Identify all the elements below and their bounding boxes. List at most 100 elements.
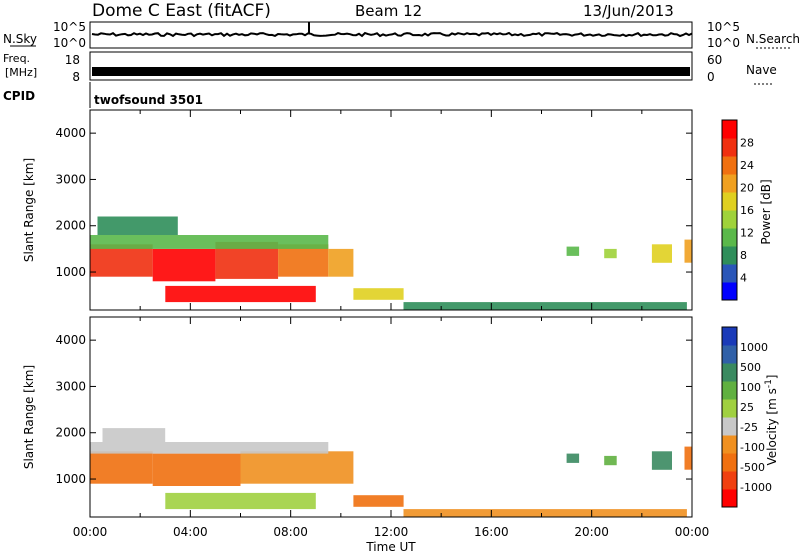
nsky-tick-bottom: 10^0	[53, 36, 86, 50]
velocity-colorbar-tick-0: 1000	[740, 341, 768, 354]
power-colorbar-swatch-5	[722, 192, 737, 211]
velocity-cell-11	[684, 446, 692, 470]
power-ytick-label-3: 1000	[55, 265, 86, 279]
power-cell-5	[90, 235, 329, 249]
velocity-colorbar-tick-2: 100	[740, 381, 761, 394]
time-axis-label: Time UT	[365, 540, 416, 554]
date-label: 13/Jun/2013	[583, 2, 674, 20]
power-ytick-label-0: 4000	[55, 126, 86, 140]
nave-label: Nave	[746, 63, 777, 77]
power-data-cells	[90, 216, 692, 310]
power-colorbar-swatch-3	[722, 228, 737, 247]
velocity-cell-5	[165, 492, 316, 510]
power-cell-1	[152, 248, 216, 282]
velocity-frame	[89, 316, 693, 518]
cpid-program: twofsound 3501	[94, 93, 203, 107]
velocity-ytick-label-2: 2000	[55, 426, 86, 440]
velocity-cell-3	[90, 442, 329, 454]
cpid-label: CPID	[3, 89, 35, 103]
power-cell-7	[165, 285, 316, 303]
nave-tick-top: 60	[707, 53, 722, 67]
nsearch-label: N.Search	[746, 32, 800, 46]
velocity-colorbar-swatch-1	[722, 471, 737, 490]
nsky-trace	[91, 31, 693, 38]
velocity-colorbar-swatch-8	[722, 345, 737, 364]
velocity-colorbar-tick-3: 25	[740, 401, 754, 414]
nsearch-tick-bottom: 10^0	[707, 36, 740, 50]
power-colorbar-tick-5: 8	[740, 249, 747, 262]
power-colorbar-tick-2: 20	[740, 182, 754, 195]
power-cell-12	[651, 244, 672, 263]
power-cell-4	[328, 248, 354, 277]
time-axis: 00:00 04:00 08:00 12:00 16:00 20:00 00:00	[73, 525, 710, 539]
nsky-tick-top: 10^5	[53, 20, 86, 34]
velocity-cell-8	[566, 453, 580, 463]
power-colorbar-swatch-2	[722, 246, 737, 265]
nsky-label: N.Sky	[3, 32, 37, 46]
power-colorbar-swatch-8	[722, 138, 737, 157]
freq-label: Freq.	[3, 52, 30, 65]
velocity-cell-0	[90, 451, 153, 484]
power-cell-0	[90, 244, 153, 277]
velocity-colorbar-swatch-9	[722, 327, 737, 346]
velocity-ytick-label-3: 1000	[55, 472, 86, 486]
velocity-colorbar-label: Velocity [m s-1]	[764, 375, 779, 466]
time-tick-label-3: 12:00	[374, 525, 409, 539]
velocity-colorbar-tick-6: -500	[740, 461, 765, 474]
velocity-colorbar-swatch-0	[722, 489, 737, 508]
freq-panel: Freq. [MHz] 18 8 60 0 Nave	[3, 51, 777, 85]
velocity-colorbar-swatch-3	[722, 435, 737, 454]
velocity-colorbar-frame	[721, 326, 738, 508]
station-title: Dome C East (fitACF)	[92, 1, 271, 21]
freq-trace	[92, 67, 690, 76]
beam-label: Beam 12	[355, 2, 422, 20]
power-colorbar-tick-0: 28	[740, 137, 754, 150]
velocity-cell-6	[353, 495, 404, 507]
freq-frame	[89, 51, 693, 81]
velocity-ytick-label-0: 4000	[55, 333, 86, 347]
freq-tick-bottom: 8	[72, 70, 80, 84]
time-tick-label-0: 00:00	[73, 525, 108, 539]
time-tick-label-1: 04:00	[173, 525, 208, 539]
power-colorbar-frame	[721, 119, 738, 301]
power-colorbar-swatch-1	[722, 264, 737, 283]
velocity-colorbar: 1000 500 100 25 -25 -100 -500 -1000	[721, 326, 772, 508]
nsky-panel: N.Sky 10^5 10^0 10^5 10^0 N.Search	[3, 20, 800, 50]
velocity-ylabel: Slant Range [km]	[22, 365, 36, 469]
power-colorbar-tick-1: 24	[740, 159, 754, 172]
velocity-colorbar-tick-4: -25	[740, 421, 758, 434]
time-tick-label-6: 00:00	[675, 525, 710, 539]
power-colorbar-swatch-0	[722, 282, 737, 301]
velocity-cell-10	[651, 451, 672, 470]
freq-tick-top: 18	[65, 53, 80, 67]
nsky-frame	[89, 21, 693, 49]
nave-tick-bottom: 0	[707, 70, 715, 84]
velocity-colorbar-swatch-2	[722, 453, 737, 472]
time-tick-label-2: 08:00	[273, 525, 308, 539]
power-colorbar-swatch-6	[722, 174, 737, 193]
power-colorbar-tick-3: 16	[740, 204, 754, 217]
freq-unit: [MHz]	[5, 66, 37, 79]
power-ytick-label-2: 2000	[55, 219, 86, 233]
power-cell-9	[403, 302, 687, 310]
power-colorbar-swatch-9	[722, 120, 737, 139]
velocity-colorbar-swatch-5	[722, 399, 737, 418]
time-tick-label-5: 20:00	[574, 525, 609, 539]
velocity-colorbar-tick-1: 500	[740, 361, 761, 374]
velocity-colorbar-swatch-4	[722, 417, 737, 436]
velocity-colorbar-tick-5: -100	[740, 441, 765, 454]
power-colorbar-label: Power [dB]	[759, 179, 773, 244]
power-ylabel: Slant Range [km]	[22, 158, 36, 262]
power-colorbar-swatch-4	[722, 210, 737, 229]
velocity-colorbar-tick-7: -1000	[740, 481, 772, 494]
velocity-cell-2	[240, 451, 354, 484]
power-colorbar-swatch-7	[722, 156, 737, 175]
power-cell-8	[353, 288, 404, 300]
velocity-axes: 4000 3000 2000 1000	[55, 317, 693, 517]
power-cell-11	[604, 248, 617, 259]
power-colorbar: 28 24 20 16 12 8 4	[721, 119, 754, 301]
power-colorbar-tick-4: 12	[740, 227, 754, 240]
velocity-cell-1	[152, 453, 241, 486]
velocity-panel: 4000 3000 2000 1000 Slant Range [km] 1000 50…	[22, 316, 779, 554]
